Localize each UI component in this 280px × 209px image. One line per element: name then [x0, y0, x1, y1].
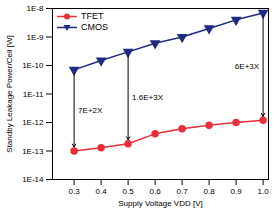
html-text:TFET: TFET — [81, 11, 104, 21]
svg-text:0.7: 0.7 — [177, 187, 189, 196]
html-text:CMOS: CMOS — [81, 22, 108, 32]
svg-text:1.6E+3X: 1.6E+3X — [132, 93, 164, 102]
svg-text:0.8: 0.8 — [204, 187, 216, 196]
svg-text:0.4: 0.4 — [96, 187, 108, 196]
svg-text:0.5: 0.5 — [123, 187, 135, 196]
svg-text:7E+2X: 7E+2X — [78, 106, 103, 115]
svg-text:1E-12: 1E-12 — [22, 118, 44, 127]
svg-text:1E-13: 1E-13 — [22, 147, 44, 156]
svg-text:Supply Voltage VDD [V]: Supply Voltage VDD [V] — [118, 199, 203, 208]
svg-text:Standby Leakage Power/Cell [W]: Standby Leakage Power/Cell [W] — [5, 35, 14, 152]
svg-text:0.9: 0.9 — [231, 187, 243, 196]
svg-text:0.6: 0.6 — [150, 187, 162, 196]
svg-text:6E+3X: 6E+3X — [235, 62, 260, 71]
svg-text:1.0: 1.0 — [258, 187, 270, 196]
svg-text:1E-10: 1E-10 — [22, 61, 44, 70]
svg-text:1E-11: 1E-11 — [23, 90, 44, 99]
svg-text:0.3: 0.3 — [69, 187, 81, 196]
svg-text:1E-9: 1E-9 — [27, 33, 44, 42]
svg-text:1E-8: 1E-8 — [27, 4, 44, 13]
svg-text:1E-14: 1E-14 — [22, 175, 44, 184]
